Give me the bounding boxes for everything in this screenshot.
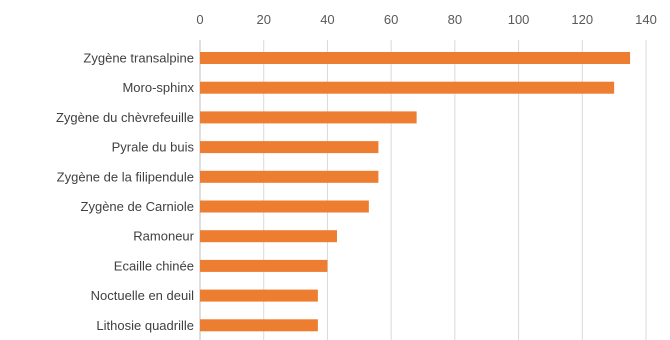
category-label: Lithosie quadrille: [96, 318, 194, 333]
category-labels: Zygène transalpine Moro-sphinx Zygène du c…: [56, 51, 195, 333]
x-tick-label: 20: [256, 12, 270, 27]
x-tick-label: 80: [448, 12, 462, 27]
bar: [200, 200, 369, 213]
bar: [200, 289, 318, 302]
x-tick-label: 40: [320, 12, 334, 27]
x-tick-label: 120: [571, 12, 593, 27]
category-label: Zygène du chèvrefeuille: [56, 110, 194, 125]
bar: [200, 52, 631, 64]
bar: [200, 259, 328, 272]
bar: [200, 170, 379, 183]
category-label: Moro-sphinx: [122, 80, 194, 95]
category-label: Ecaille chinée: [114, 258, 194, 273]
bar: [200, 111, 417, 124]
bar: [200, 230, 337, 243]
x-tick-label: 100: [508, 12, 530, 27]
category-label: Zygène de la filipendule: [57, 169, 194, 184]
category-label: Noctuelle en deuil: [91, 288, 194, 303]
bar: [200, 141, 379, 154]
category-label: Pyrale du buis: [112, 140, 195, 155]
category-label: Ramoneur: [133, 229, 194, 244]
bar: [200, 319, 318, 332]
bars: [200, 52, 631, 332]
x-tick-label: 60: [384, 12, 398, 27]
category-label: Zygène de Carniole: [81, 199, 194, 214]
x-tick-label: 0: [196, 12, 203, 27]
x-axis-ticks: 0 20 40 60 80 100 120 140: [196, 12, 656, 27]
category-label: Zygène transalpine: [83, 51, 194, 66]
x-tick-label: 140: [635, 12, 657, 27]
bar: [200, 81, 615, 94]
